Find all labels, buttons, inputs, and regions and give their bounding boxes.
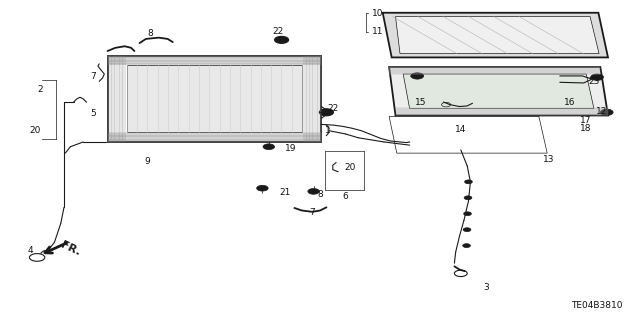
Circle shape [464,196,472,200]
Polygon shape [383,13,608,57]
Text: 18: 18 [580,124,591,133]
Text: 7: 7 [90,72,95,81]
Text: 7: 7 [309,208,314,217]
Text: TE04B3810: TE04B3810 [571,301,622,310]
Text: 10: 10 [372,9,383,18]
Circle shape [465,180,472,184]
Text: 17: 17 [580,116,591,125]
Text: FR.: FR. [59,239,82,257]
Circle shape [463,228,471,232]
Circle shape [263,144,275,150]
Polygon shape [389,67,608,115]
Text: 11: 11 [372,27,383,36]
Text: 6: 6 [343,192,348,201]
Text: 20: 20 [344,163,356,172]
Text: 20: 20 [29,126,41,135]
Text: 8: 8 [317,190,323,199]
Circle shape [411,73,424,79]
Text: 2: 2 [37,85,42,94]
Polygon shape [108,56,321,142]
Text: 22: 22 [273,27,284,36]
Text: 12: 12 [596,107,607,116]
Text: 15: 15 [415,98,426,107]
Text: 5: 5 [90,109,95,118]
Text: 3: 3 [484,283,489,292]
Text: 19: 19 [285,144,297,153]
Text: 1: 1 [325,126,330,135]
Circle shape [464,212,471,216]
Circle shape [257,185,268,191]
Text: 21: 21 [279,189,291,197]
Text: 16: 16 [564,98,575,107]
Text: 9: 9 [145,157,150,166]
Text: 8: 8 [148,29,153,38]
Circle shape [275,36,289,43]
Text: 23: 23 [588,77,600,86]
Circle shape [463,244,470,248]
Text: 13: 13 [543,155,555,164]
Circle shape [591,74,604,80]
Polygon shape [403,74,594,108]
Text: 22: 22 [327,104,339,113]
Polygon shape [396,17,599,54]
Text: 14: 14 [455,125,467,134]
Circle shape [319,109,333,116]
Text: 4: 4 [28,246,33,255]
Polygon shape [127,65,302,132]
Circle shape [600,109,613,115]
Circle shape [308,189,319,194]
